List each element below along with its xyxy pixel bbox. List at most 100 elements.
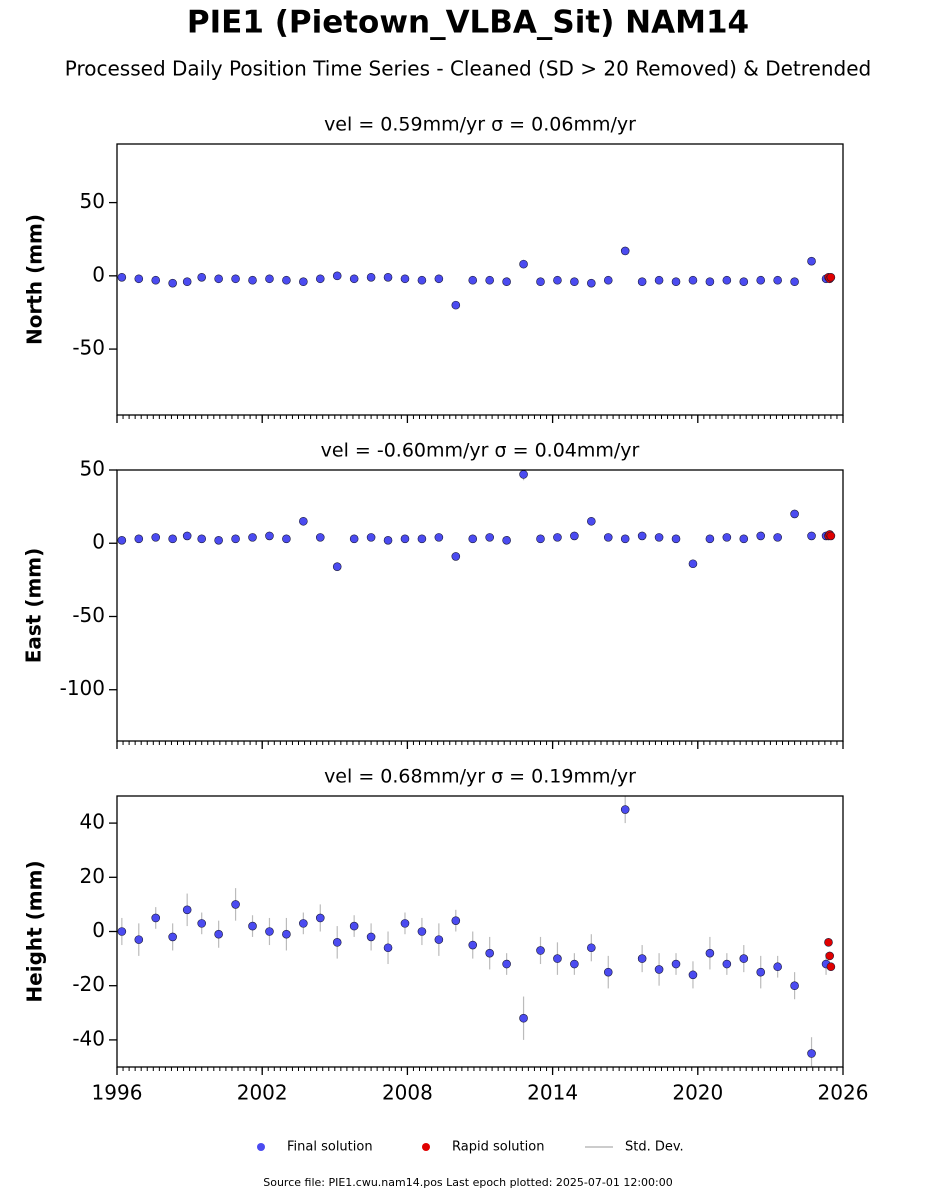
point bbox=[400, 534, 410, 544]
point bbox=[536, 946, 545, 955]
point bbox=[637, 531, 647, 541]
point bbox=[603, 275, 613, 285]
legend-label: Rapid solution bbox=[452, 1140, 544, 1155]
y-tick-label: 0 bbox=[92, 262, 105, 286]
point bbox=[299, 277, 308, 286]
point bbox=[332, 938, 342, 947]
point bbox=[502, 536, 511, 545]
point bbox=[197, 273, 206, 282]
point bbox=[722, 533, 732, 542]
point bbox=[117, 927, 127, 936]
legend-label: Final solution bbox=[287, 1140, 373, 1155]
point bbox=[117, 273, 127, 282]
point bbox=[451, 552, 461, 561]
point bbox=[400, 274, 410, 284]
legend-marker bbox=[422, 1143, 430, 1151]
point bbox=[265, 274, 274, 284]
point bbox=[722, 959, 732, 969]
point bbox=[417, 927, 427, 936]
y-axis-label: East (mm) bbox=[22, 548, 46, 664]
point bbox=[705, 277, 715, 286]
point bbox=[332, 562, 342, 571]
point bbox=[790, 981, 799, 991]
point bbox=[349, 274, 359, 284]
point bbox=[134, 935, 144, 944]
figure-title: PIE1 (Pietown_VLBA_Sit) NAM14 bbox=[187, 5, 749, 41]
point bbox=[826, 273, 836, 282]
panel-title: vel = 0.68mm/yr σ = 0.19mm/yr bbox=[324, 766, 636, 788]
point bbox=[214, 929, 223, 939]
point bbox=[434, 274, 444, 284]
point bbox=[620, 805, 630, 814]
point bbox=[570, 531, 579, 541]
point bbox=[182, 277, 192, 286]
point bbox=[570, 959, 579, 969]
y-tick-label: -100 bbox=[60, 676, 105, 700]
point bbox=[134, 534, 144, 544]
y-axis-label: North (mm) bbox=[23, 214, 47, 345]
point bbox=[315, 533, 325, 542]
y-tick-label: 0 bbox=[92, 918, 105, 942]
point bbox=[168, 932, 177, 942]
legend-marker bbox=[257, 1143, 265, 1151]
point bbox=[502, 277, 511, 286]
point bbox=[400, 919, 410, 928]
y-tick-label: 0 bbox=[92, 530, 105, 554]
point bbox=[383, 273, 393, 282]
point bbox=[688, 275, 698, 285]
point bbox=[826, 531, 836, 541]
point bbox=[332, 271, 342, 281]
x-tick-label: 2002 bbox=[237, 1081, 288, 1105]
point bbox=[807, 531, 816, 541]
point bbox=[756, 531, 766, 541]
point bbox=[519, 1013, 528, 1023]
point bbox=[366, 533, 376, 542]
y-tick-label: 40 bbox=[80, 810, 105, 834]
point bbox=[536, 534, 545, 544]
point bbox=[315, 274, 325, 284]
point bbox=[654, 275, 664, 285]
point bbox=[117, 536, 127, 545]
point bbox=[620, 246, 630, 256]
point bbox=[468, 534, 478, 544]
point bbox=[282, 275, 291, 285]
point bbox=[485, 948, 494, 958]
point bbox=[825, 951, 834, 961]
point bbox=[739, 954, 749, 963]
axes-frame bbox=[116, 795, 844, 1068]
point bbox=[519, 259, 528, 269]
point bbox=[824, 938, 833, 947]
point bbox=[451, 300, 461, 310]
point bbox=[248, 921, 257, 931]
point bbox=[151, 275, 161, 285]
point bbox=[197, 919, 206, 928]
point bbox=[315, 913, 325, 923]
point bbox=[134, 274, 144, 284]
point bbox=[603, 533, 613, 542]
x-tick-label: 2008 bbox=[382, 1081, 433, 1105]
figure-subtitle: Processed Daily Position Time Series - C… bbox=[65, 57, 871, 81]
y-tick-label: 50 bbox=[80, 189, 105, 213]
point bbox=[536, 277, 545, 286]
point bbox=[231, 534, 240, 544]
point bbox=[756, 275, 766, 285]
point bbox=[434, 533, 444, 542]
point bbox=[383, 943, 393, 953]
point bbox=[282, 534, 291, 544]
point bbox=[168, 278, 177, 288]
axes-frame bbox=[116, 469, 844, 742]
panel-title: vel = -0.60mm/yr σ = 0.04mm/yr bbox=[321, 440, 640, 462]
plot-area bbox=[117, 796, 836, 1067]
point bbox=[231, 274, 240, 284]
point bbox=[773, 533, 782, 542]
point bbox=[570, 277, 579, 286]
point bbox=[790, 509, 799, 519]
point bbox=[468, 275, 478, 285]
point bbox=[620, 534, 630, 544]
point bbox=[773, 275, 782, 285]
point bbox=[299, 516, 308, 526]
panel-title: vel = 0.59mm/yr σ = 0.06mm/yr bbox=[324, 114, 636, 136]
point bbox=[182, 531, 192, 541]
y-tick-label: -50 bbox=[72, 336, 105, 360]
